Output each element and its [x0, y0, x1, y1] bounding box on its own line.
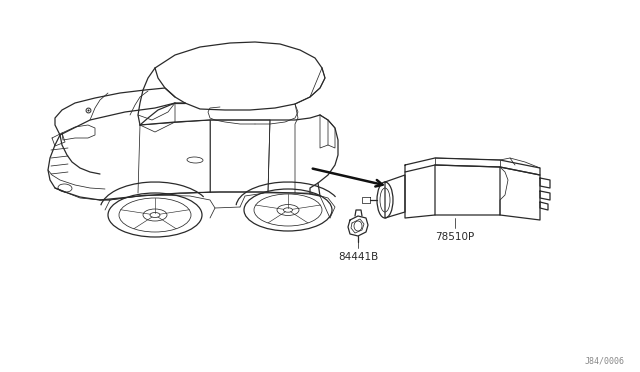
Text: 78510P: 78510P [435, 232, 475, 242]
Text: 84441B: 84441B [338, 252, 378, 262]
Text: J84/0006: J84/0006 [585, 357, 625, 366]
